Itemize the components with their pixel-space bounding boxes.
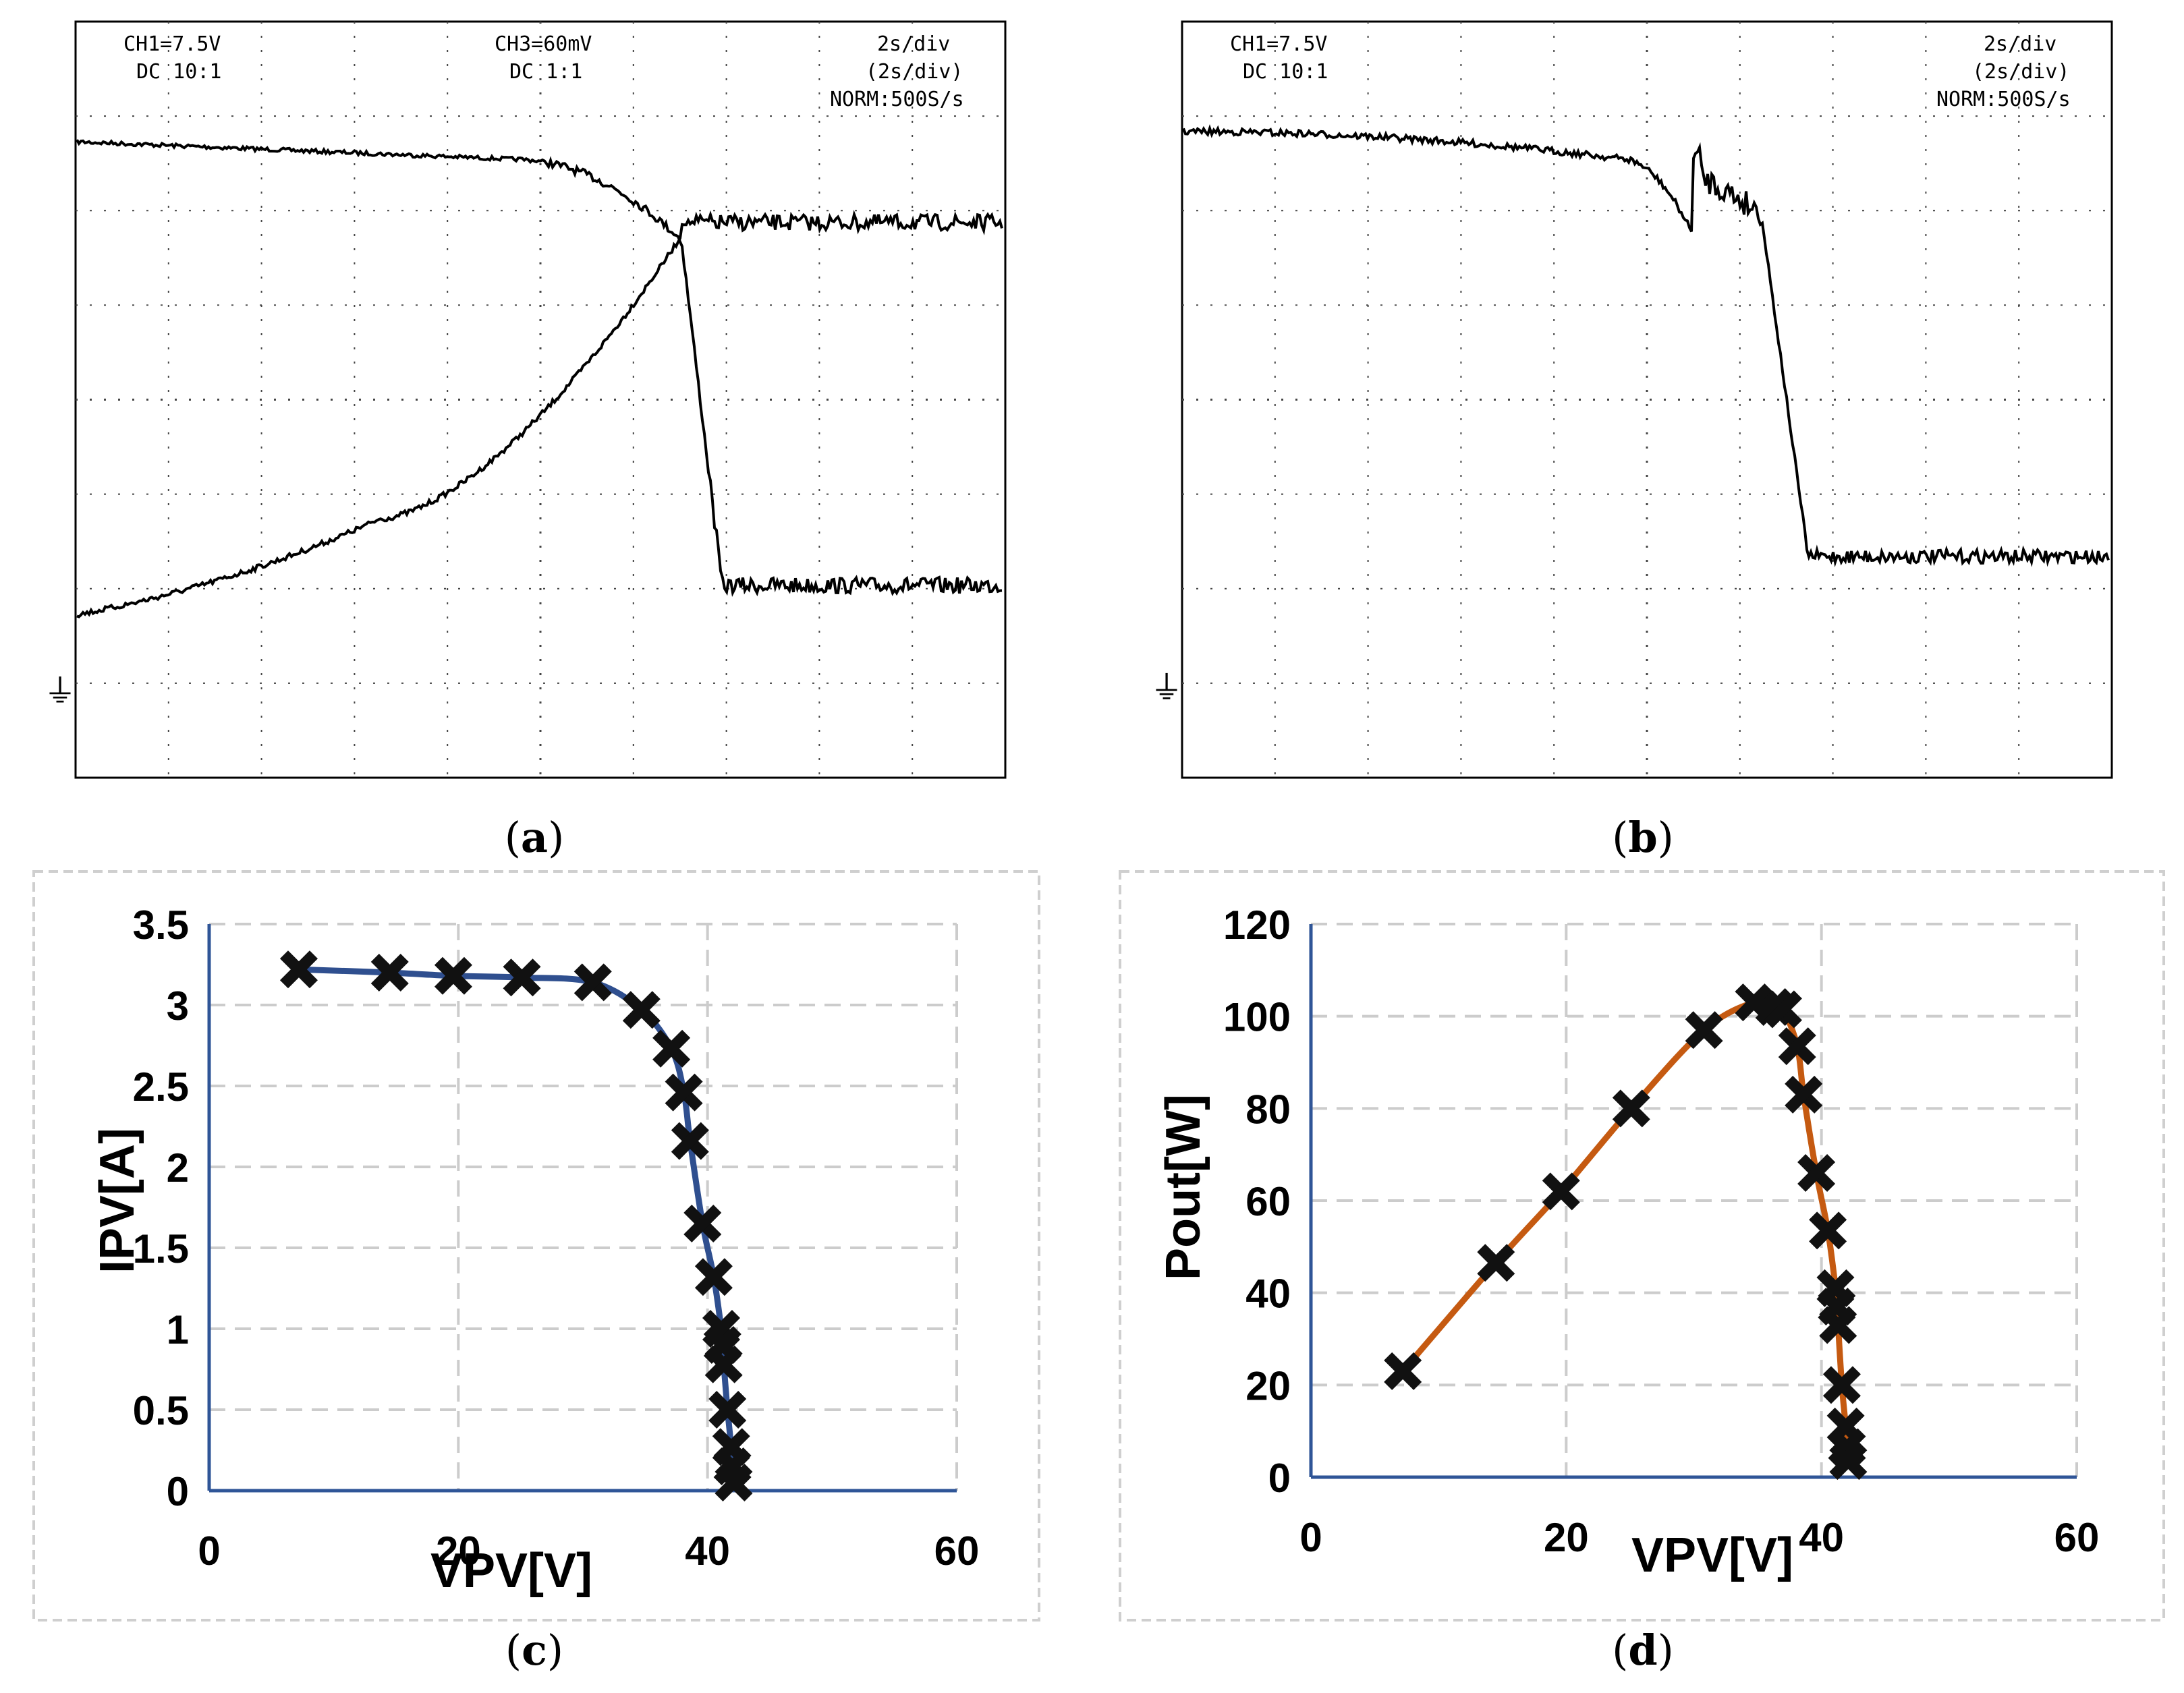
data-point-marker <box>1809 1211 1847 1250</box>
y-tick-label: 20 <box>1245 1363 1291 1408</box>
pv-chart: 0 20 40 60 80 100 120 0 20 40 60 VPV[V] Pout[W] <box>1119 870 2165 1622</box>
data-point-marker <box>683 1204 722 1243</box>
data-point-marker <box>1829 1442 1868 1481</box>
x-tick-label: 40 <box>1799 1515 1844 1560</box>
data-point-marker <box>1778 1027 1816 1066</box>
trace-voltage <box>1182 124 2110 567</box>
data-point-marker <box>704 1345 743 1383</box>
oscilloscope-screen-a: CH1=7.5V DC 10:1 CH3=60mV DC 1:1 2s/div … <box>74 20 1007 779</box>
timebase: 2s/div <box>1984 32 2056 56</box>
data-point-marker <box>671 1122 709 1160</box>
data-point-marker <box>503 958 541 997</box>
y-tick-label: 3.5 <box>133 902 189 948</box>
data-point-marker <box>1685 1011 1723 1050</box>
x-tick-label: 20 <box>436 1528 481 1574</box>
y-tick-label: 40 <box>1245 1271 1291 1317</box>
pv-chart-panel: 0 20 40 60 80 100 120 0 20 40 60 VPV[V] Pout[W] <box>1119 870 2166 1622</box>
data-point-marker <box>370 953 409 992</box>
data-point-marker <box>1612 1089 1650 1128</box>
acquisition-mode: NORM:500S/s <box>1936 88 2071 111</box>
chart-frame <box>32 870 1040 1622</box>
data-point-marker <box>694 1258 733 1296</box>
timebase-secondary: (2s/div) <box>1972 60 2070 84</box>
ch1-coupling: DC 10:1 <box>136 60 221 84</box>
timebase: 2s/div <box>877 32 950 56</box>
y-tick-label: 2.5 <box>133 1064 189 1110</box>
y-axis-label: Pout[W] <box>1156 1094 1210 1280</box>
data-point-marker <box>1384 1352 1422 1390</box>
screen-border <box>1181 20 2113 779</box>
timebase-secondary: (2s/div) <box>866 60 963 84</box>
data-point-marker <box>1819 1306 1857 1344</box>
x-axis-label: VPV[V] <box>1631 1528 1793 1582</box>
y-tick-label: 3 <box>167 983 189 1029</box>
oscilloscope-panel-b: CH1=7.5V DC 10:1 2s/div (2s/div) NORM:50… <box>1150 20 2115 779</box>
ch1-coupling: DC 10:1 <box>1243 60 1328 84</box>
x-tick-label: 20 <box>1544 1515 1589 1560</box>
ground-marker-icon: ⏚ <box>44 672 77 710</box>
x-tick-label: 0 <box>198 1528 220 1574</box>
data-point-marker <box>708 1390 747 1429</box>
y-tick-label: 0 <box>1268 1456 1291 1501</box>
y-axis-label: IPV[A] <box>90 1128 144 1273</box>
data-point-marker <box>1477 1244 1515 1282</box>
pv-series-markers <box>1384 983 1868 1481</box>
tick-labels: 0 20 40 60 80 100 120 0 20 40 60 <box>1223 902 2099 1560</box>
gridlines <box>1311 923 2078 1477</box>
acquisition-mode: NORM:500S/s <box>830 88 964 111</box>
ch1-setting: CH1=7.5V <box>123 32 221 56</box>
y-tick-label: 1.5 <box>133 1226 189 1271</box>
oscilloscope-panel-a: CH1=7.5V DC 10:1 CH3=60mV DC 1:1 2s/div … <box>44 20 1009 779</box>
data-point-marker <box>434 956 472 995</box>
caption-d: (d) <box>1612 1626 1674 1675</box>
x-tick-label: 40 <box>685 1528 730 1574</box>
x-tick-label: 60 <box>2054 1515 2100 1560</box>
caption-a: (a) <box>504 813 565 862</box>
x-tick-label: 0 <box>1299 1515 1322 1560</box>
trace-voltage <box>76 139 1003 597</box>
data-point-marker <box>622 991 661 1029</box>
data-point-marker <box>715 1463 753 1502</box>
ch1-setting: CH1=7.5V <box>1230 32 1328 56</box>
x-axis-label: VPV[V] <box>430 1544 592 1598</box>
data-point-marker <box>1764 990 1802 1029</box>
data-point-marker <box>1797 1153 1836 1193</box>
data-point-marker <box>279 950 318 989</box>
y-tick-label: 100 <box>1223 995 1291 1040</box>
tick-labels: 0 0.5 1 1.5 2 2.5 3 3.5 0 20 40 60 <box>133 902 980 1574</box>
y-tick-label: 80 <box>1245 1087 1291 1132</box>
trace-current <box>76 210 1003 619</box>
data-point-marker <box>1822 1366 1861 1404</box>
data-point-marker <box>1785 1075 1823 1114</box>
y-tick-label: 2 <box>167 1145 189 1190</box>
ch3-setting: CH3=60mV <box>495 32 592 56</box>
chart-frame <box>1119 870 2165 1622</box>
ground-marker-icon: ⏚ <box>1150 669 1183 707</box>
y-tick-label: 1 <box>167 1307 189 1352</box>
iv-chart-panel: 0 0.5 1 1.5 2 2.5 3 3.5 0 20 40 60 VPV[V] IPV[A] <box>32 870 1041 1622</box>
axes <box>1309 924 2077 1479</box>
data-point-marker <box>1542 1172 1580 1211</box>
caption-b: (b) <box>1612 813 1674 862</box>
y-tick-label: 0 <box>167 1469 189 1514</box>
data-point-marker <box>652 1029 691 1068</box>
oscilloscope-screen-b: CH1=7.5V DC 10:1 2s/div (2s/div) NORM:50… <box>1181 20 2113 779</box>
pv-series-line <box>1400 998 1851 1462</box>
iv-series-markers <box>279 950 753 1502</box>
iv-chart: 0 0.5 1 1.5 2 2.5 3 3.5 0 20 40 60 VPV[V] IPV[A] <box>32 870 1040 1622</box>
axes <box>207 924 957 1493</box>
data-point-marker <box>665 1073 703 1112</box>
y-tick-label: 0.5 <box>133 1388 189 1433</box>
gridlines <box>209 923 958 1491</box>
y-tick-label: 120 <box>1223 902 1291 948</box>
ch3-coupling: DC 1:1 <box>509 60 582 84</box>
x-tick-label: 60 <box>934 1528 980 1574</box>
data-point-marker <box>573 963 612 1002</box>
y-tick-label: 60 <box>1245 1179 1291 1224</box>
caption-c: (c) <box>505 1626 564 1675</box>
